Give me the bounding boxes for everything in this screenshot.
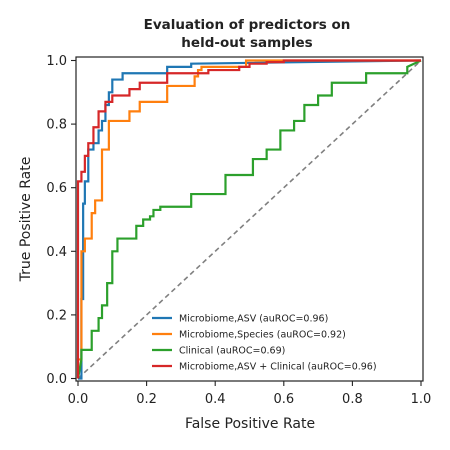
chart-title-line-1: Evaluation of predictors on (144, 17, 351, 33)
chart-title-line-2: held-out samples (181, 35, 312, 51)
x-tick-label: 1.0 (411, 392, 432, 407)
y-axis-label: True Positive Rate (18, 157, 34, 283)
roc-curve-4 (76, 59, 421, 379)
x-tick-label: 0.8 (342, 392, 363, 407)
roc-curve-2 (76, 59, 421, 379)
y-tick-label: 0.2 (46, 308, 67, 323)
roc-curve-1 (78, 59, 422, 380)
legend-label-1: Microbiome,ASV (auROC=0.96) (179, 314, 328, 325)
plot-frame (75, 56, 424, 382)
legend-label-2: Microbiome,Species (auROC=0.92) (179, 330, 346, 341)
legend-label-4: Microbiome,ASV + Clinical (auROC=0.96) (179, 362, 377, 373)
chance-diagonal-line (77, 59, 422, 380)
y-tick-label: 0.0 (46, 372, 67, 387)
y-tick-label: 0.4 (46, 245, 67, 260)
x-tick-label: 0.4 (205, 392, 226, 407)
x-tick-label: 0.0 (68, 392, 89, 407)
plot-area: 0.0 0.2 0.4 0.6 0.8 1.0 0.0 0.2 0.4 0.6 0.8 1.0 Micr… (46, 54, 431, 407)
x-tick-label: 0.6 (273, 392, 294, 407)
y-tick-label: 0.8 (46, 118, 67, 133)
x-axis-label: False Positive Rate (185, 416, 315, 432)
legend-label-3: Clinical (auROC=0.69) (179, 346, 285, 357)
y-tick-label: 1.0 (46, 54, 67, 69)
x-tick-label: 0.2 (136, 392, 157, 407)
y-tick-label: 0.6 (46, 181, 67, 196)
roc-curve-3 (76, 59, 422, 379)
